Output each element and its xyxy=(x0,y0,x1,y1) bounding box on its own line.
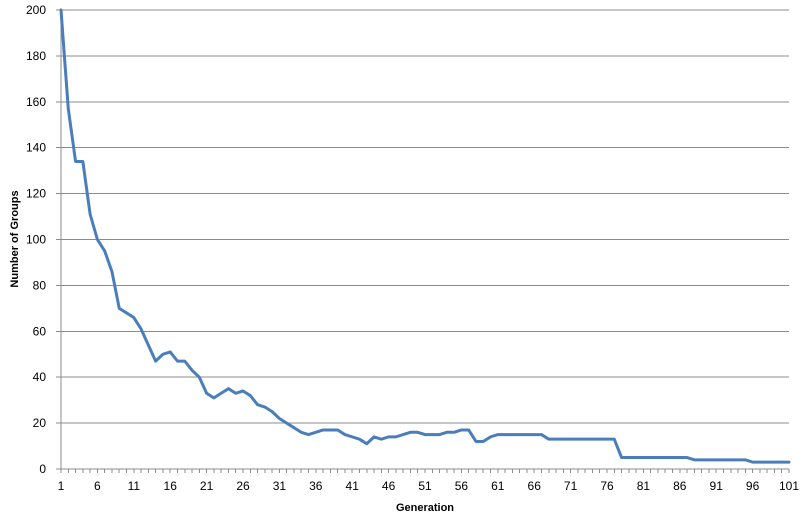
y-tick-label-0: 0 xyxy=(39,462,46,476)
y-tick-label-200: 200 xyxy=(26,3,46,17)
y-tick-label-60: 60 xyxy=(33,324,47,338)
gridlines xyxy=(61,9,789,424)
series xyxy=(59,8,791,464)
x-tick-label-31: 31 xyxy=(273,479,287,493)
x-axis-title: Generation xyxy=(396,502,454,514)
y-tick-label-20: 20 xyxy=(33,416,47,430)
x-tick-label-1: 1 xyxy=(58,479,65,493)
axes xyxy=(56,9,790,473)
x-tick-label-26: 26 xyxy=(236,479,250,493)
x-tick-label-76: 76 xyxy=(600,479,614,493)
series-line-0 xyxy=(59,8,791,464)
x-tick-label-46: 46 xyxy=(382,479,396,493)
x-tick-label-91: 91 xyxy=(710,479,724,493)
y-tick-label-80: 80 xyxy=(33,278,47,292)
x-tick-label-11: 11 xyxy=(128,479,141,493)
y-tick-labels: 0 20 40 60 80 100 120 140 160 180 200 xyxy=(26,3,46,476)
x-tick-label-51: 51 xyxy=(418,479,432,493)
x-tick-label-36: 36 xyxy=(309,479,323,493)
x-tick-label-81: 81 xyxy=(637,479,651,493)
y-tick-label-120: 120 xyxy=(26,187,46,201)
x-tick-label-86: 86 xyxy=(673,479,687,493)
y-tick-label-100: 100 xyxy=(26,233,46,247)
x-tick-labels: 1 6 11 16 21 26 31 36 41 46 51 56 61 66 71 76 81 86 91 96 10… xyxy=(58,479,800,493)
y-tick-label-40: 40 xyxy=(33,370,47,384)
y-tick-label-140: 140 xyxy=(26,141,46,155)
x-tick-label-66: 66 xyxy=(528,479,542,493)
x-tick-label-6: 6 xyxy=(94,479,101,493)
x-tick-label-41: 41 xyxy=(346,479,360,493)
x-tick-label-71: 71 xyxy=(564,479,578,493)
y-axis-title: Number of Groups xyxy=(9,190,21,287)
x-tick-label-21: 21 xyxy=(200,479,214,493)
x-tick-label-16: 16 xyxy=(164,479,178,493)
y-tick-label-160: 160 xyxy=(26,95,46,109)
y-tick-label-180: 180 xyxy=(26,49,46,63)
x-tick-label-61: 61 xyxy=(491,479,505,493)
x-tick-label-101: 101 xyxy=(779,479,799,493)
x-tick-label-56: 56 xyxy=(455,479,469,493)
x-tick-label-96: 96 xyxy=(746,479,760,493)
